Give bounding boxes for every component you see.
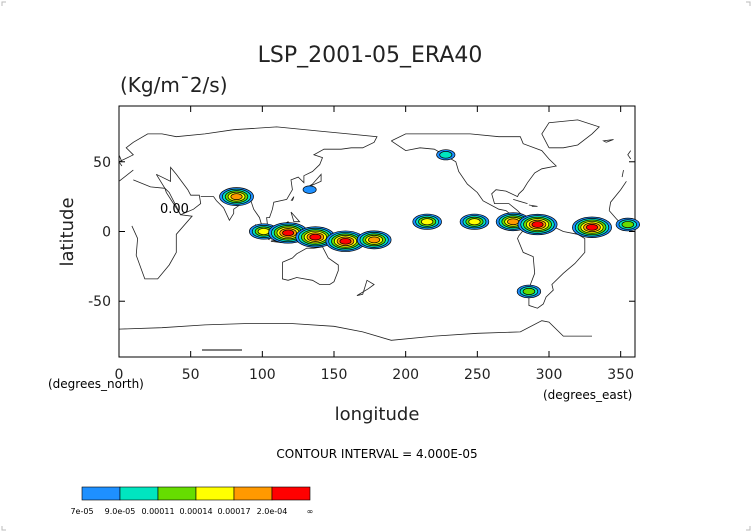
- coastline: [528, 204, 538, 207]
- coastline: [290, 196, 295, 202]
- y-tick-label: 50: [93, 155, 111, 171]
- contour-colombia: [531, 221, 544, 228]
- contour-panama: [507, 218, 520, 226]
- coastline: [155, 166, 202, 216]
- coastline: [608, 181, 627, 211]
- coastline: [541, 119, 600, 149]
- x-tick-label: 100: [249, 367, 276, 383]
- chart-title: LSP_2001-05_ERA40: [258, 43, 483, 68]
- coastline: [290, 211, 301, 223]
- x-tick-label: 350: [607, 367, 634, 383]
- coastline: [282, 246, 339, 285]
- y-axis-ticks: 50 0 -50: [88, 155, 635, 310]
- x-axis-note: (degrees_east): [543, 388, 632, 402]
- contour-itcz-central: [421, 218, 434, 226]
- coastline: [118, 154, 123, 162]
- x-tick-label: 200: [392, 367, 419, 383]
- colorbar-swatch: [233, 486, 273, 501]
- colorbar-label: 7e-05: [70, 507, 93, 516]
- colorbar-swatch: [81, 486, 121, 501]
- y-axis-note: (degrees_north): [48, 377, 144, 391]
- x-axis-ticks: 0 50 100 150 200 250 300 350: [115, 106, 634, 383]
- y-tick-label: -50: [88, 294, 111, 310]
- contour-atlantic-itcz: [586, 224, 598, 231]
- x-tick-label: 300: [536, 367, 563, 383]
- coastline: [118, 169, 134, 182]
- contour-bay-of-bengal: [230, 193, 243, 200]
- coastline: [118, 320, 592, 341]
- x-tick-label: 150: [321, 367, 348, 383]
- colorbar-label: 0.00014: [179, 507, 212, 516]
- colorbar-label: 0.00017: [217, 507, 250, 516]
- coastline: [602, 139, 614, 143]
- contour-japan-band: [302, 185, 317, 194]
- colorbar-swatch: [157, 486, 197, 501]
- contour-itcz-east: [468, 218, 481, 226]
- precip-contours: [219, 149, 640, 299]
- coastline: [356, 279, 375, 296]
- units-label: (Kg/m¯2/s): [120, 73, 228, 97]
- coastline: [621, 170, 624, 178]
- zero-contour-label: 0.00: [160, 202, 189, 217]
- x-tick-label: 0: [115, 367, 124, 383]
- x-axis-label: longitude: [335, 404, 420, 425]
- contour-chile-south: [522, 287, 536, 296]
- contour-pacific-west: [368, 236, 381, 244]
- coastline: [118, 126, 378, 231]
- contour-borneo: [282, 229, 295, 237]
- colorbar-label: 0.00011: [141, 507, 174, 516]
- x-tick-label: 250: [464, 367, 491, 383]
- coastline: [627, 150, 632, 160]
- contour-solomon: [339, 237, 352, 245]
- colorbar-swatch: [119, 486, 159, 501]
- x-tick-label: 50: [182, 367, 200, 383]
- colorbar: 7e-05 9.0e-05 0.00011 0.00014 0.00017 2.0e-04…: [70, 486, 314, 516]
- contour-alaska-gulf: [439, 151, 453, 159]
- coastline: [391, 133, 586, 309]
- y-axis-label: latitude: [57, 197, 78, 266]
- coastline: [305, 173, 322, 189]
- colorbar-label: ∞: [307, 507, 314, 516]
- contour-new-guinea: [309, 233, 322, 241]
- colorbar-label: 9.0e-05: [105, 507, 136, 516]
- y-tick-label: 0: [102, 225, 111, 241]
- colorbar-swatch: [271, 486, 311, 501]
- contour-sumatra: [257, 228, 270, 235]
- contour-interval: CONTOUR INTERVAL = 4.000E-05: [276, 447, 477, 461]
- colorbar-label: 2.0e-04: [257, 507, 288, 516]
- colorbar-swatch: [195, 486, 235, 501]
- coastline: [131, 179, 193, 280]
- contour-gulf-of-guinea: [621, 220, 635, 229]
- coastline: [513, 199, 528, 204]
